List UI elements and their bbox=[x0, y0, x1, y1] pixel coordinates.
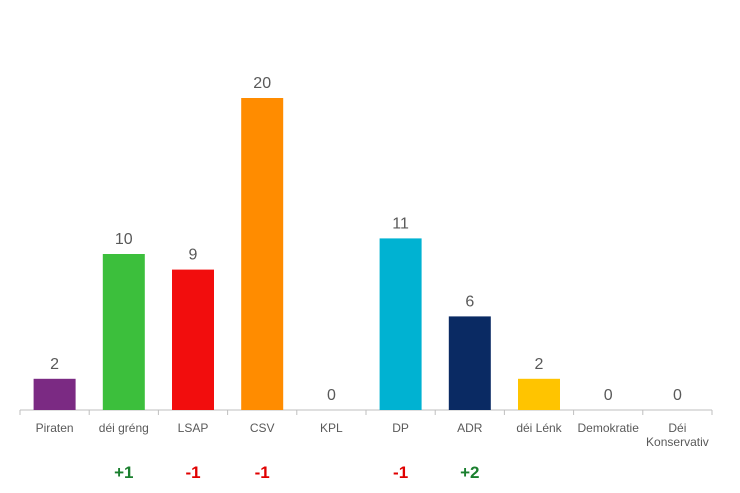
data-label: 11 bbox=[392, 215, 409, 232]
data-label: 9 bbox=[189, 247, 198, 264]
bar bbox=[102, 254, 145, 410]
seat-change-label: +1 bbox=[114, 463, 133, 482]
seat-change-label: +2 bbox=[460, 463, 479, 482]
data-label: 2 bbox=[535, 356, 544, 373]
bar bbox=[33, 378, 76, 410]
data-label: 0 bbox=[327, 387, 336, 404]
x-tick-label-line: déi Lénk bbox=[516, 421, 562, 435]
seat-change-label: -1 bbox=[255, 463, 270, 482]
x-tick-label: ADR bbox=[457, 421, 483, 435]
data-label: 0 bbox=[673, 387, 682, 404]
seat-change-label: -1 bbox=[393, 463, 408, 482]
data-label: 20 bbox=[253, 75, 271, 92]
x-tick-label: KPL bbox=[320, 421, 343, 435]
x-tick-label-line: ADR bbox=[457, 421, 483, 435]
x-tick-label-line: Demokratie bbox=[578, 421, 640, 435]
x-tick-label-line: DP bbox=[392, 421, 409, 435]
x-tick-label: Demokratie bbox=[578, 421, 640, 435]
x-tick-label: déi gréng bbox=[99, 421, 149, 435]
x-tick-label-line: déi gréng bbox=[99, 421, 149, 435]
seat-change-label: -1 bbox=[185, 463, 200, 482]
data-label: 0 bbox=[604, 387, 613, 404]
x-tick-label: LSAP bbox=[178, 421, 209, 435]
data-label: 2 bbox=[50, 356, 59, 373]
bar bbox=[518, 378, 560, 410]
x-tick-label-line: Konservativ bbox=[646, 435, 709, 449]
x-tick-label-line: CSV bbox=[250, 421, 275, 435]
x-tick-label: CSV bbox=[250, 421, 275, 435]
x-tick-label: Piraten bbox=[36, 421, 74, 435]
x-tick-label: DP bbox=[392, 421, 409, 435]
bar bbox=[241, 98, 284, 410]
x-tick-label: Déi Konservativ bbox=[646, 421, 709, 449]
bar bbox=[448, 316, 491, 410]
data-label: 6 bbox=[465, 293, 474, 310]
x-tick-label-line: KPL bbox=[320, 421, 343, 435]
x-tick-label-line: Déi bbox=[668, 421, 686, 435]
bar bbox=[379, 238, 422, 410]
x-tick-label: déi Lénk bbox=[516, 421, 562, 435]
bar bbox=[172, 269, 214, 410]
data-label: 10 bbox=[115, 231, 133, 248]
x-tick-label-line: Piraten bbox=[36, 421, 74, 435]
x-tick-label-line: LSAP bbox=[178, 421, 209, 435]
